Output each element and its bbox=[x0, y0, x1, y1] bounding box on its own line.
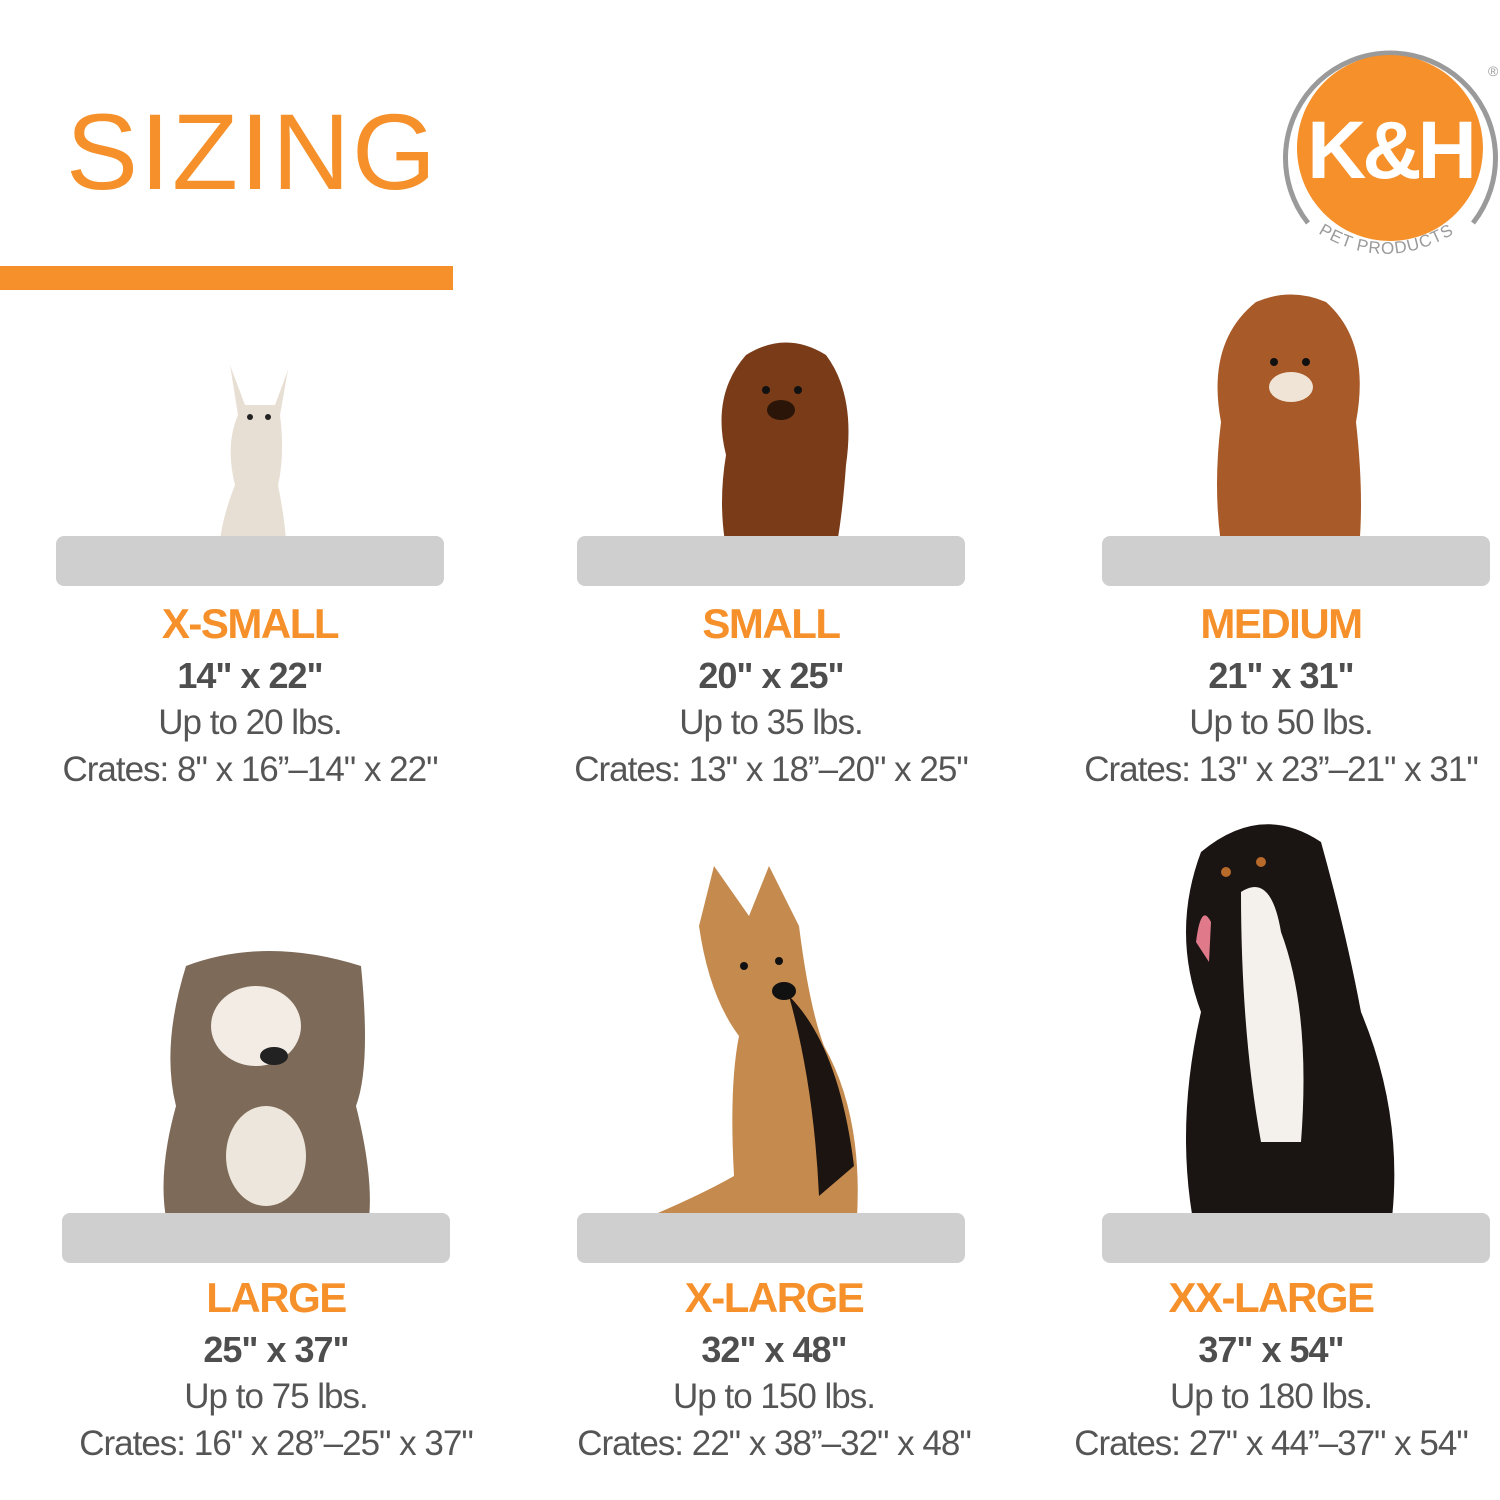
dachshund-image bbox=[721, 342, 849, 570]
bed-pad bbox=[1102, 1213, 1490, 1263]
crate-sizes: Crates: 8" x 16”–14" x 22" bbox=[62, 750, 438, 789]
bed-pad bbox=[577, 536, 965, 586]
brand-logo: K&H ® PET PRODUCTS bbox=[1283, 50, 1499, 258]
page-title: SIZING bbox=[66, 91, 439, 212]
german-shepherd-image bbox=[639, 866, 858, 1251]
size-card-x-large: X-LARGE 32" x 48" Up to 150 lbs. Crates:… bbox=[514, 866, 1034, 1474]
size-label: SMALL bbox=[702, 600, 841, 647]
crate-sizes: Crates: 27" x 44”–37" x 54" bbox=[1074, 1424, 1469, 1463]
title-underline bbox=[0, 266, 453, 290]
weight-limit: Up to 75 lbs. bbox=[184, 1377, 369, 1416]
bed-dimensions: 20" x 25" bbox=[698, 655, 844, 696]
svg-text:®: ® bbox=[1488, 63, 1499, 79]
bed-dimensions: 14" x 22" bbox=[177, 655, 323, 696]
weight-limit: Up to 20 lbs. bbox=[158, 703, 343, 742]
bed-pad bbox=[577, 1213, 965, 1263]
bed-pad bbox=[1102, 536, 1490, 586]
bed-dimensions: 25" x 37" bbox=[203, 1329, 349, 1370]
bed-dimensions: 32" x 48" bbox=[701, 1329, 847, 1370]
size-card-small: SMALL 20" x 25" Up to 35 lbs. Crates: 13… bbox=[511, 330, 1031, 800]
cavalier-spaniel-image bbox=[1217, 294, 1361, 572]
crate-sizes: Crates: 13" x 18”–20" x 25" bbox=[574, 750, 969, 789]
weight-limit: Up to 35 lbs. bbox=[679, 703, 864, 742]
size-label: X-SMALL bbox=[161, 600, 340, 647]
weight-limit: Up to 180 lbs. bbox=[1170, 1377, 1373, 1416]
bulldog-image bbox=[163, 951, 370, 1251]
size-card-xx-large: XX-LARGE 37" x 54" Up to 180 lbs. Crates… bbox=[1011, 824, 1500, 1474]
bed-dimensions: 21" x 31" bbox=[1208, 655, 1354, 696]
chihuahua-image bbox=[219, 365, 288, 573]
size-label: MEDIUM bbox=[1200, 600, 1363, 647]
crate-sizes: Crates: 16" x 28”–25" x 37" bbox=[79, 1424, 474, 1463]
size-card-medium: MEDIUM 21" x 31" Up to 50 lbs. Crates: 1… bbox=[1021, 294, 1500, 800]
size-card-x-small: X-SMALL 14" x 22" Up to 20 lbs. Crates: … bbox=[0, 330, 510, 800]
bed-pad bbox=[56, 536, 444, 586]
size-card-large: LARGE 25" x 37" Up to 75 lbs. Crates: 16… bbox=[16, 951, 536, 1474]
size-label: X-LARGE bbox=[684, 1274, 865, 1321]
weight-limit: Up to 50 lbs. bbox=[1189, 703, 1374, 742]
weight-limit: Up to 150 lbs. bbox=[673, 1377, 876, 1416]
bed-dimensions: 37" x 54" bbox=[1198, 1329, 1344, 1370]
crate-sizes: Crates: 22" x 38”–32" x 48" bbox=[577, 1424, 972, 1463]
svg-text:K&H: K&H bbox=[1307, 105, 1473, 196]
size-label: LARGE bbox=[206, 1274, 347, 1321]
bernese-mountain-dog-image bbox=[1186, 824, 1395, 1257]
size-label: XX-LARGE bbox=[1168, 1274, 1375, 1321]
bed-pad bbox=[62, 1213, 450, 1263]
crate-sizes: Crates: 13" x 23”–21" x 31" bbox=[1084, 750, 1479, 789]
